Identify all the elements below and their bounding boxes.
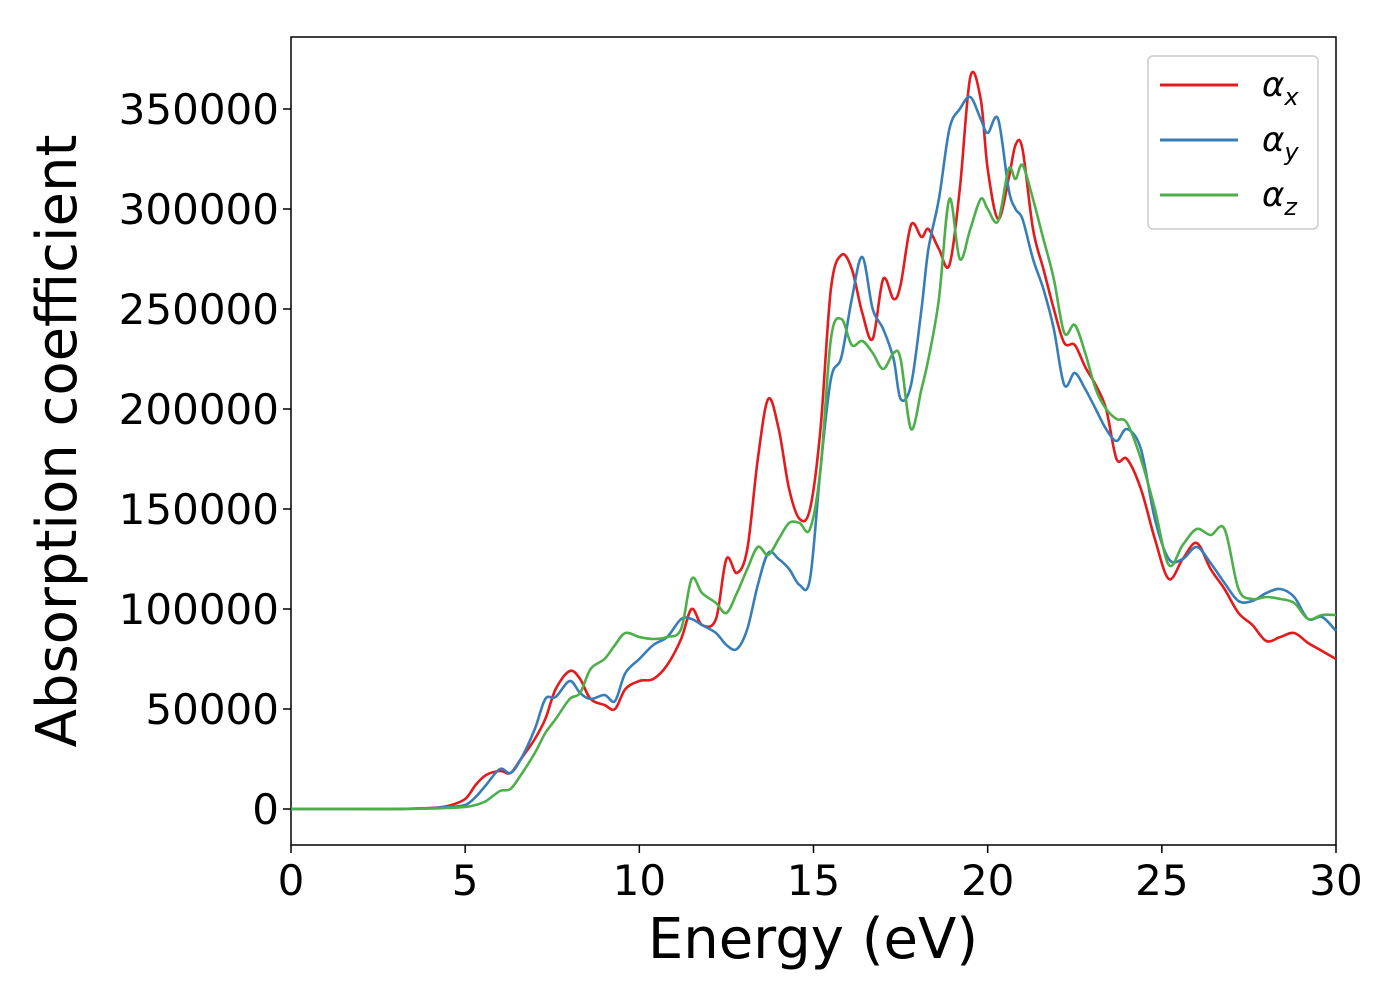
x-axis-ticks: 0 5 10 15 20 25 30 <box>278 845 1363 905</box>
x-tick-label: 0 <box>278 856 305 905</box>
legend-label-y: αy <box>1262 120 1299 166</box>
x-tick-label: 10 <box>613 856 666 905</box>
y-tick-label: 100000 <box>119 585 279 634</box>
x-tick-label: 15 <box>787 856 840 905</box>
series-lines <box>291 70 1337 811</box>
legend: αx αy αz <box>1147 55 1319 230</box>
legend-label-z: αz <box>1262 175 1298 221</box>
y-tick-label: 350000 <box>119 85 279 134</box>
y-tick-label: 50000 <box>145 685 279 734</box>
y-axis-title: Absorption coefficient <box>25 135 90 748</box>
y-tick-label: 0 <box>252 785 279 834</box>
y-tick-label: 200000 <box>119 385 279 434</box>
x-tick-label: 25 <box>1135 856 1188 905</box>
x-tick-label: 20 <box>961 856 1014 905</box>
y-tick-label: 250000 <box>119 285 279 334</box>
series-line-z <box>291 163 1337 811</box>
series-line-x <box>291 70 1337 811</box>
y-axis-ticks: 0 50000 100000 150000 200000 250000 300000 3500… <box>119 85 291 834</box>
legend-label-x: αx <box>1262 65 1299 111</box>
y-tick-label: 150000 <box>119 485 279 534</box>
legend-box <box>1147 55 1319 230</box>
x-axis-title: Energy (eV) <box>648 907 978 972</box>
x-tick-label: 5 <box>452 856 479 905</box>
x-tick-label: 30 <box>1309 856 1362 905</box>
y-tick-label: 300000 <box>119 185 279 234</box>
series-line-y <box>291 95 1337 811</box>
